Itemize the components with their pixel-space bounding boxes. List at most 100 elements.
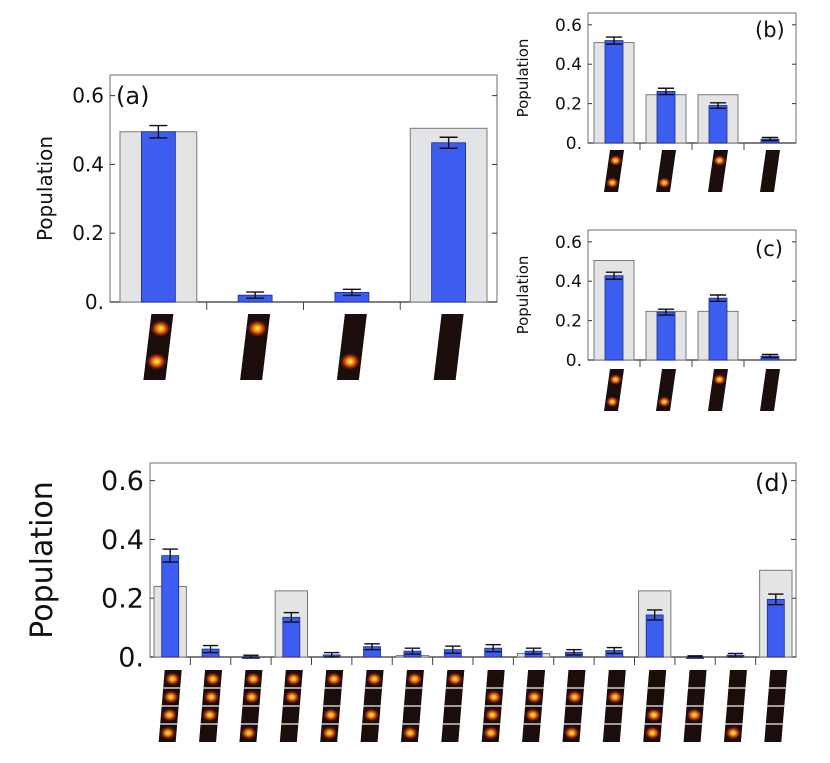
y-tick-label: 0.6	[72, 84, 104, 108]
y-axis-label: Population	[33, 136, 57, 241]
y-tick-label: 0.2	[72, 221, 104, 245]
category-image	[760, 150, 780, 192]
category-image	[143, 314, 174, 380]
y-tick-label: 0.6	[555, 16, 582, 36]
excitation-spot	[524, 707, 542, 723]
excitation-spot	[685, 707, 703, 723]
y-tick-label: 0.	[118, 642, 144, 673]
category-image	[760, 369, 780, 411]
y-axis-label: Population	[514, 256, 532, 335]
measured-bar	[431, 142, 467, 303]
excitation-spot	[605, 176, 620, 189]
y-axis-label: Population	[514, 39, 532, 118]
excitation-spot	[145, 352, 168, 371]
excitation-spot	[566, 689, 584, 705]
error-bar	[709, 102, 727, 110]
excitation-spot	[482, 725, 500, 741]
category-image	[562, 670, 586, 742]
error-bar	[768, 593, 784, 606]
error-bar	[342, 288, 361, 297]
category-image	[158, 670, 182, 742]
panel-a: 0. 0.2 0.4 0.6 Population (a)	[33, 74, 498, 380]
excitation-spot	[163, 671, 181, 687]
excitation-spot	[712, 154, 727, 167]
error-bar	[761, 136, 779, 142]
error-bar	[687, 655, 703, 658]
excitation-spot	[283, 689, 301, 705]
error-bar	[149, 124, 168, 139]
category-image	[708, 369, 728, 411]
y-tick-label: 0.4	[555, 55, 582, 75]
panel-label: (c)	[755, 237, 783, 261]
category-image	[199, 670, 223, 742]
error-bar	[606, 646, 622, 655]
y-axis-label: Population	[25, 481, 60, 639]
category-image	[604, 369, 624, 411]
category-image	[764, 670, 788, 742]
plot-frame	[149, 462, 797, 658]
error-bar	[605, 271, 623, 280]
measured-bar	[604, 275, 624, 361]
excitation-spot	[149, 319, 172, 338]
measured-bar	[645, 614, 664, 658]
excitation-spot	[645, 707, 663, 723]
category-image	[602, 670, 626, 742]
panel-c: 0. 0.2 0.4 0.6 Population (c)	[514, 229, 797, 411]
category-image	[441, 670, 465, 742]
excitation-spot	[240, 725, 258, 741]
error-bar	[283, 611, 299, 623]
excitation-spot	[525, 689, 543, 705]
excitation-spot	[246, 319, 269, 338]
category-image	[708, 150, 728, 192]
category-image	[239, 670, 263, 742]
category-image	[336, 314, 367, 380]
excitation-spot	[712, 373, 727, 386]
excitation-spot	[244, 671, 262, 687]
excitation-spot	[320, 725, 338, 741]
excitation-spot	[365, 671, 383, 687]
excitation-spot	[657, 176, 672, 189]
panel-label: (a)	[116, 82, 149, 110]
category-image	[433, 314, 464, 380]
error-bar	[445, 645, 461, 654]
category-image	[400, 670, 424, 742]
error-bar	[657, 308, 675, 316]
category-image	[240, 314, 271, 380]
y-tick-label: 0.	[566, 134, 582, 154]
y-tick-label: 0.2	[555, 312, 582, 332]
y-tick-label: 0.4	[101, 525, 144, 556]
excitation-spot	[406, 671, 424, 687]
excitation-spot	[657, 395, 672, 408]
measured-bar	[766, 598, 785, 658]
excitation-spot	[160, 707, 178, 723]
measured-bar	[708, 297, 728, 361]
error-bar	[485, 643, 501, 653]
excitation-spot	[159, 725, 177, 741]
panel-b: 0. 0.2 0.4 0.6 Population (b)	[514, 12, 797, 192]
excitation-spot	[563, 725, 581, 741]
excitation-spot	[608, 373, 623, 386]
measured-bar	[604, 40, 624, 144]
category-image	[604, 150, 624, 192]
excitation-spot	[204, 671, 222, 687]
error-bar	[404, 647, 421, 655]
error-bar	[761, 353, 779, 359]
excitation-spot	[202, 689, 220, 705]
y-tick-label: 0.4	[555, 272, 582, 292]
y-tick-label: 0.4	[72, 152, 104, 176]
measured-bar	[708, 105, 728, 144]
measured-bar	[140, 131, 176, 303]
y-tick-label: 0.	[85, 290, 104, 314]
y-tick-label: 0.2	[555, 95, 582, 115]
error-bar	[647, 609, 663, 621]
excitation-spot	[285, 671, 303, 687]
excitation-spot	[483, 707, 501, 723]
error-bar	[162, 548, 178, 563]
excitation-spot	[362, 707, 380, 723]
excitation-spot	[724, 725, 742, 741]
rod-body	[760, 369, 780, 411]
measured-bar	[656, 311, 676, 361]
y-tick-label: 0.6	[101, 466, 144, 497]
excitation-spot	[162, 689, 180, 705]
